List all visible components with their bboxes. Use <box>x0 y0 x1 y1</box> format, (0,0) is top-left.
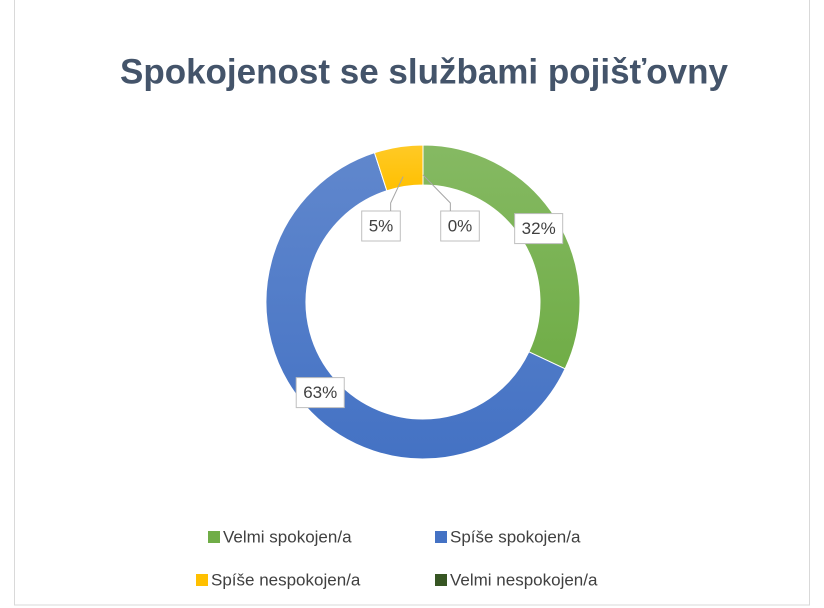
chart-frame <box>14 0 810 606</box>
data-label: 63% <box>303 383 337 402</box>
leader-line <box>390 176 404 211</box>
data-label-box <box>295 377 345 409</box>
legend-swatch <box>208 531 220 543</box>
data-label: 32% <box>522 219 556 238</box>
legend-swatch <box>435 531 447 543</box>
doughnut-slice <box>373 144 424 192</box>
legend-label: Velmi nespokojen/a <box>450 570 598 589</box>
doughnut-slice <box>265 152 566 460</box>
data-label-box <box>440 210 480 242</box>
data-label-box <box>514 213 564 245</box>
legend-swatch <box>196 574 208 586</box>
legend-label: Spíše spokojen/a <box>450 527 581 546</box>
data-label-box <box>361 210 401 242</box>
legend-label: Spíše nespokojen/a <box>211 570 361 589</box>
data-label: 5% <box>369 216 394 235</box>
data-label: 0% <box>448 216 473 235</box>
leader-line <box>422 174 451 211</box>
legend-swatch <box>435 574 447 586</box>
chart-title: Spokojenost se službami pojišťovny <box>120 52 729 91</box>
legend-label: Velmi spokojen/a <box>223 527 352 546</box>
